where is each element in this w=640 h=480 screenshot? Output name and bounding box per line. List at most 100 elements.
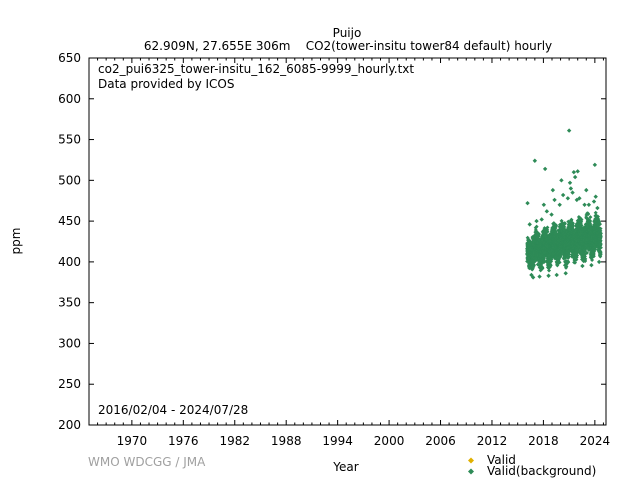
data-point <box>544 228 549 233</box>
data-point <box>588 255 593 260</box>
data-point <box>591 254 596 259</box>
data-point <box>560 192 566 198</box>
data-point <box>566 128 572 133</box>
data-point <box>548 263 553 268</box>
data-point <box>595 205 600 211</box>
plot-frame <box>88 57 607 426</box>
legend-label-valid: Valid <box>487 453 516 467</box>
data-point <box>525 235 530 240</box>
data-point <box>582 202 587 207</box>
data-point <box>546 273 551 278</box>
data-point <box>596 259 602 265</box>
legend-label-valid-background: Valid(background) <box>487 464 596 478</box>
data-point <box>530 275 536 280</box>
data-point <box>563 271 568 276</box>
x-tick-label: 1976 <box>168 434 199 448</box>
x-axis: 1970 1976 1982 1988 1994 2000 2006 2012 2018 2024 <box>88 58 611 448</box>
x-tick-label: 2024 <box>580 434 611 448</box>
data-point <box>537 274 542 279</box>
data-point <box>572 174 578 180</box>
data-point <box>584 250 589 255</box>
data-point <box>562 224 567 229</box>
x-tick-label: 1970 <box>117 434 148 448</box>
data-point <box>540 266 545 271</box>
data-point <box>588 222 593 227</box>
data-point <box>541 202 547 207</box>
data-point <box>566 254 571 259</box>
data-point <box>550 187 556 193</box>
data-point <box>597 236 602 241</box>
chart-subtitle: 62.909N, 27.655E 306m CO2(tower-insitu t… <box>144 39 552 53</box>
data-point <box>567 180 573 185</box>
data-point <box>566 259 571 264</box>
x-tick-label: 2006 <box>425 434 456 448</box>
data-point <box>598 222 603 227</box>
data-point <box>577 196 582 201</box>
data-point <box>571 169 577 175</box>
y-tick-label: 300 <box>58 336 81 350</box>
data-point <box>575 169 580 174</box>
data-point <box>575 248 580 253</box>
data-point <box>561 227 566 232</box>
data-point <box>565 196 571 201</box>
data-point <box>591 199 597 204</box>
data-point <box>586 212 591 217</box>
y-tick-label: 650 <box>58 51 81 65</box>
x-tick-label: 1988 <box>271 434 302 448</box>
provider-label: Data provided by ICOS <box>98 77 234 91</box>
data-point <box>542 166 548 172</box>
file-label: co2_pui6325_tower-insitu_162_6085-9999_h… <box>98 62 414 76</box>
data-point <box>534 218 539 224</box>
credit-label: WMO WDCGG / JMA <box>88 455 206 469</box>
x-tick-label: 1994 <box>322 434 353 448</box>
data-point <box>558 254 563 259</box>
data-point <box>578 221 583 226</box>
y-tick-label: 550 <box>58 133 81 147</box>
y-tick-label: 500 <box>58 173 81 187</box>
data-point <box>562 221 567 226</box>
data-point <box>568 186 574 191</box>
date-range-label: 2016/02/04 - 2024/07/28 <box>98 403 248 417</box>
y-tick-label: 600 <box>58 92 81 106</box>
x-tick-label: 1982 <box>219 434 250 448</box>
data-point <box>580 263 585 269</box>
data-point <box>588 219 593 224</box>
data-point <box>597 227 602 232</box>
data-point <box>574 197 580 203</box>
data-point <box>589 262 594 268</box>
data-point <box>541 259 546 264</box>
chart-title: Puijo <box>333 26 362 40</box>
data-point <box>553 224 558 229</box>
data-point <box>575 253 580 258</box>
y-tick-label: 400 <box>58 255 81 269</box>
data-point <box>525 200 530 206</box>
data-point <box>559 178 564 183</box>
data-point <box>570 223 575 228</box>
legend: Valid Valid(background) <box>468 453 596 478</box>
data-point <box>547 268 552 273</box>
y-tick-label: 450 <box>58 214 81 228</box>
data-point <box>535 230 540 235</box>
data-point <box>592 162 598 168</box>
data-point <box>539 262 544 267</box>
data-point <box>593 210 598 215</box>
data-point <box>552 197 557 203</box>
data-point <box>557 260 562 265</box>
data-point <box>586 202 592 207</box>
data-point <box>530 264 535 269</box>
x-tick-label: 2018 <box>528 434 559 448</box>
data-point <box>567 252 572 257</box>
data-point <box>598 231 603 236</box>
data-point <box>595 216 600 221</box>
data-point <box>593 194 598 199</box>
data-point <box>554 272 559 278</box>
data-point <box>570 190 575 195</box>
y-tick-label: 250 <box>58 377 81 391</box>
x-axis-label: Year <box>332 460 358 474</box>
data-point <box>559 218 564 223</box>
data-point <box>593 247 598 252</box>
data-points-layer <box>525 128 602 280</box>
y-axis: 200 250 300 350 400 450 500 550 600 650 <box>58 51 606 432</box>
x-tick-label: 2012 <box>477 434 508 448</box>
